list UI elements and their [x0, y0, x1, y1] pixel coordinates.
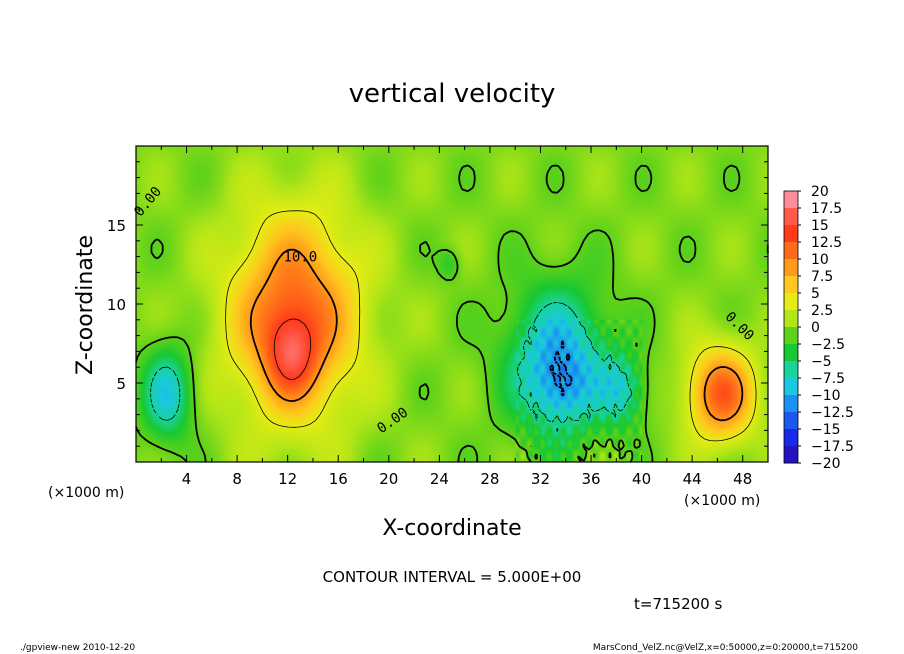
colorbar-label: −2.5 — [811, 337, 845, 353]
contour-line — [249, 248, 744, 422]
colorbar-label: 7.5 — [811, 269, 833, 285]
colorbar-swatch — [784, 293, 798, 311]
colorbar-swatch — [784, 412, 798, 430]
contour-label: 10.0 — [283, 249, 317, 265]
x-tick-label: 20 — [379, 470, 398, 488]
colorbar-label: −15 — [811, 422, 841, 438]
colorbar-label: 15 — [811, 218, 829, 234]
colorbar-label: 0 — [811, 320, 820, 336]
y-tick-label: 15 — [107, 217, 126, 235]
colorbar-swatch — [784, 395, 798, 413]
colorbar-swatch — [784, 276, 798, 294]
colorbar-label: −7.5 — [811, 371, 845, 387]
x-tick-label: 24 — [430, 470, 449, 488]
x-tick-label: 48 — [733, 470, 752, 488]
x-axis-ticks: 4 8 12 16 20 24 28 32 36 40 44 48 — [160, 146, 752, 488]
colorbar-label: −12.5 — [811, 405, 854, 421]
colorbar-swatch — [784, 208, 798, 226]
x-unit-left-label: (×1000 m) — [48, 485, 124, 501]
colorbar-label: −5 — [811, 354, 832, 370]
colorbar-label: 17.5 — [811, 201, 842, 217]
contour-line — [549, 340, 573, 397]
y-axis-label: Z-coordinate — [73, 235, 98, 375]
x-tick-label: 36 — [581, 470, 600, 488]
x-tick-label: 28 — [480, 470, 499, 488]
contour-line — [225, 210, 757, 442]
colorbar-swatch — [784, 191, 798, 209]
contour-line — [273, 318, 311, 380]
velocity-field-image — [136, 146, 768, 462]
plot-area: 10.00.000.000.00 — [131, 145, 769, 463]
y-tick-label: 10 — [107, 296, 126, 314]
contour-interval-text: CONTOUR INTERVAL = 5.000E+00 — [323, 568, 582, 586]
colorbar-label: 12.5 — [811, 235, 842, 251]
footer-left: ./gpview-new 2010-12-20 — [20, 643, 135, 653]
colorbar-swatch — [784, 344, 798, 362]
x-unit-right-label: (×1000 m) — [684, 493, 760, 509]
colorbar-swatch — [784, 429, 798, 447]
contour-lines — [135, 164, 769, 463]
colorbar-swatch — [784, 310, 798, 328]
footer-right: MarsCond_VelZ.nc@VelZ,x=0:50000,z=0:2000… — [593, 643, 858, 653]
chart-title: vertical velocity — [349, 79, 556, 109]
contour-line — [135, 164, 769, 463]
x-tick-label: 40 — [632, 470, 651, 488]
colorbar-swatch — [784, 327, 798, 345]
x-tick-label: 16 — [329, 470, 348, 488]
contour-line — [150, 302, 632, 432]
colorbar: 2017.51512.5107.552.50−2.5−5−7.5−10−12.5… — [783, 184, 854, 472]
colorbar-label: 20 — [811, 184, 829, 200]
colorbar-swatch — [784, 225, 798, 243]
colorbar-label: −10 — [811, 388, 841, 404]
colorbar-label: 2.5 — [811, 303, 833, 319]
x-tick-label: 44 — [683, 470, 702, 488]
x-tick-label: 4 — [182, 470, 192, 488]
y-tick-label: 5 — [116, 375, 126, 393]
x-axis-label: X-coordinate — [382, 516, 521, 541]
x-tick-label: 8 — [232, 470, 242, 488]
colorbar-label: −17.5 — [811, 439, 854, 455]
colorbar-swatch — [784, 242, 798, 260]
colorbar-swatch — [784, 446, 798, 464]
colorbar-label: −20 — [811, 456, 841, 472]
colorbar-swatch — [784, 378, 798, 396]
colorbar-swatch — [784, 361, 798, 379]
colorbar-label: 5 — [811, 286, 820, 302]
x-tick-label: 32 — [531, 470, 550, 488]
colorbar-label: 10 — [811, 252, 829, 268]
x-tick-label: 12 — [278, 470, 297, 488]
time-label: t=715200 s — [634, 595, 722, 613]
y-axis-ticks: 5 10 15 — [107, 161, 768, 447]
colorbar-swatch — [784, 259, 798, 277]
